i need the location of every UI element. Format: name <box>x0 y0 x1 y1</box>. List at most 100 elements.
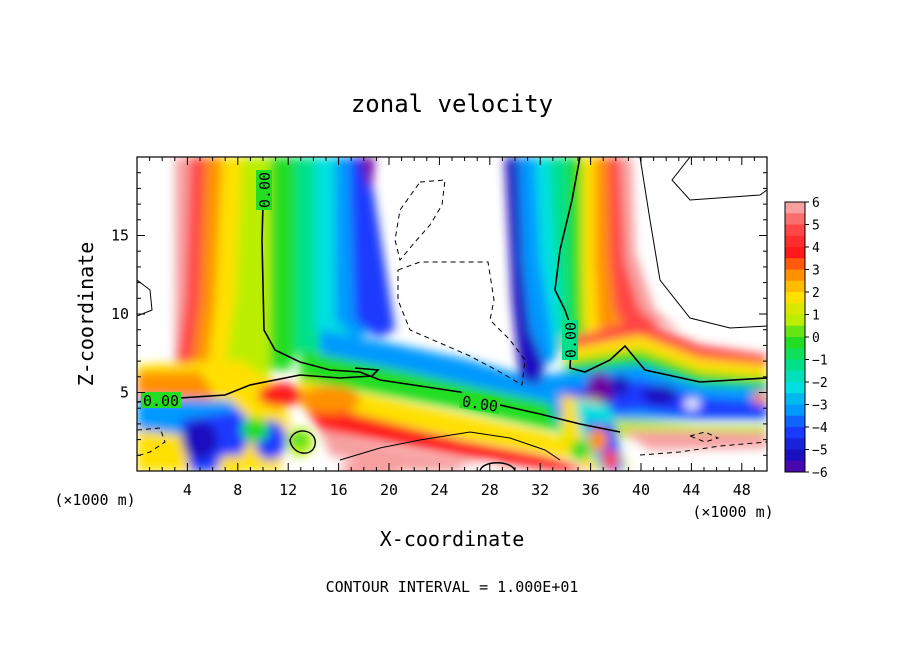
contour-label: 0.00 <box>562 322 580 358</box>
x-tick-label: 40 <box>632 481 650 499</box>
colorbar-cell-blend <box>785 280 805 293</box>
right-plume-band <box>608 157 660 325</box>
lower-left-blob <box>300 386 360 414</box>
x-unit-label-right: (×1000 m) <box>692 503 773 521</box>
x-axis: 4 8 12 16 20 24 28 32 36 40 44 48 <box>149 157 755 499</box>
diag-band <box>300 400 590 471</box>
colorbar-cell-blend <box>785 348 805 360</box>
lower-left-blob <box>218 455 242 471</box>
right-blob <box>684 399 700 409</box>
zero-contour-small <box>289 430 316 454</box>
colorbar-cell-blend <box>785 460 805 473</box>
x-tick-label: 20 <box>380 481 398 499</box>
white-gap <box>138 170 162 330</box>
x-tick-label: 8 <box>233 481 242 499</box>
plume-band <box>350 157 395 338</box>
colorbar-tick-label: 0 <box>812 331 820 346</box>
x-tick-label: 28 <box>481 481 499 499</box>
x-axis-title: X-coordinate <box>380 527 525 551</box>
zero-contour-left-low <box>137 367 380 403</box>
colorbar-tick-label: −1 <box>812 354 828 369</box>
y-tick-label: 5 <box>120 384 129 402</box>
colorbar: 6 5 4 3 2 1 0 −1 −2 −3 −4 −5 −6 <box>784 196 828 481</box>
pos-contour-left <box>137 279 153 317</box>
colorbar-cell-blend <box>785 213 805 225</box>
colorbar-cell-blend <box>785 258 805 270</box>
colorbar-cell-blend <box>785 325 805 338</box>
colorbar-tick-label: −3 <box>812 399 828 414</box>
right-hband <box>560 350 767 390</box>
colorbar-tick-label: −6 <box>812 466 828 481</box>
y-axis-title: Z-coordinate <box>74 242 98 387</box>
lower-left-blob <box>182 420 218 460</box>
neg-contour-lower-right <box>639 441 767 456</box>
colorbar-tick-label: 4 <box>812 241 820 256</box>
diag-band <box>320 330 560 410</box>
plume-band <box>222 157 280 400</box>
right-plume-band <box>505 157 545 385</box>
colorbar-tick-label: 5 <box>812 219 820 234</box>
contour-label: 0.00 <box>461 392 499 415</box>
right-plume-band <box>518 157 555 365</box>
y-tick-label: 10 <box>111 305 129 323</box>
colorbar-cell-blend <box>785 438 805 450</box>
diag-band <box>300 380 600 462</box>
bottom-blob <box>340 460 400 471</box>
colorbar-tick-label: −4 <box>812 421 828 436</box>
lower-right-blob <box>588 428 608 452</box>
contour-lines <box>137 157 767 471</box>
right-plume-band <box>620 157 680 330</box>
right-plume-band <box>535 157 562 360</box>
zero-contour-right <box>554 157 767 383</box>
lower-left-blob <box>258 383 302 407</box>
right-plume-band <box>568 157 585 345</box>
colorbar-tick-label: −2 <box>812 376 828 391</box>
colorbar-tick-label: 3 <box>812 264 820 279</box>
contour-interval-note: CONTOUR INTERVAL = 1.000E+01 <box>326 578 579 596</box>
contour-label: 0.00 <box>143 392 179 410</box>
neg-contour-small-right <box>688 431 720 443</box>
x-unit-label-left: (×1000 m) <box>54 491 135 509</box>
plume-band <box>360 157 375 190</box>
white-gap <box>400 170 490 330</box>
x-tick-label: 24 <box>430 481 448 499</box>
contour-labels: 0.00 0.00 0.00 0.00 <box>141 170 580 416</box>
colorbar-tick-label: 1 <box>812 309 820 324</box>
contour-label: 0.00 <box>256 172 274 208</box>
colorbar-tick-label: −5 <box>812 444 828 459</box>
colorbar-cell-blend <box>785 415 805 428</box>
right-hband <box>560 335 767 380</box>
x-tick-label: 16 <box>330 481 348 499</box>
right-blob <box>752 392 767 404</box>
colorbar-cell-blend <box>785 393 805 405</box>
x-tick-label: 36 <box>582 481 600 499</box>
pos-contour-bottom <box>339 431 561 461</box>
lower-right-blob <box>570 440 590 460</box>
right-blob <box>642 385 678 405</box>
lower-left-blob <box>241 418 269 442</box>
colorbar-tick-label: 2 <box>812 286 820 301</box>
colorbar-cell-blend <box>785 303 805 315</box>
x-tick-label: 32 <box>531 481 549 499</box>
velocity-field <box>137 157 767 471</box>
pos-contour-top-right-2 <box>671 157 767 201</box>
chart-title: zonal velocity <box>351 90 553 118</box>
colorbar-tick-label: 6 <box>812 196 820 211</box>
colorbar-cell-blend <box>785 235 805 248</box>
y-tick-label: 15 <box>111 227 129 245</box>
colorbar-cell-blend <box>785 370 805 383</box>
lower-left-blob <box>292 432 308 448</box>
right-hband <box>560 320 767 368</box>
lower-right-blob <box>602 450 618 470</box>
right-plume-band <box>550 157 572 350</box>
right-blob <box>610 375 630 395</box>
x-tick-label: 48 <box>733 481 751 499</box>
y-axis: 5 10 15 <box>111 172 767 456</box>
x-tick-label: 4 <box>183 481 192 499</box>
neg-contour-center <box>397 261 526 386</box>
white-gap <box>645 180 755 320</box>
zero-contour-bottom <box>479 462 516 471</box>
x-tick-label: 44 <box>682 481 700 499</box>
